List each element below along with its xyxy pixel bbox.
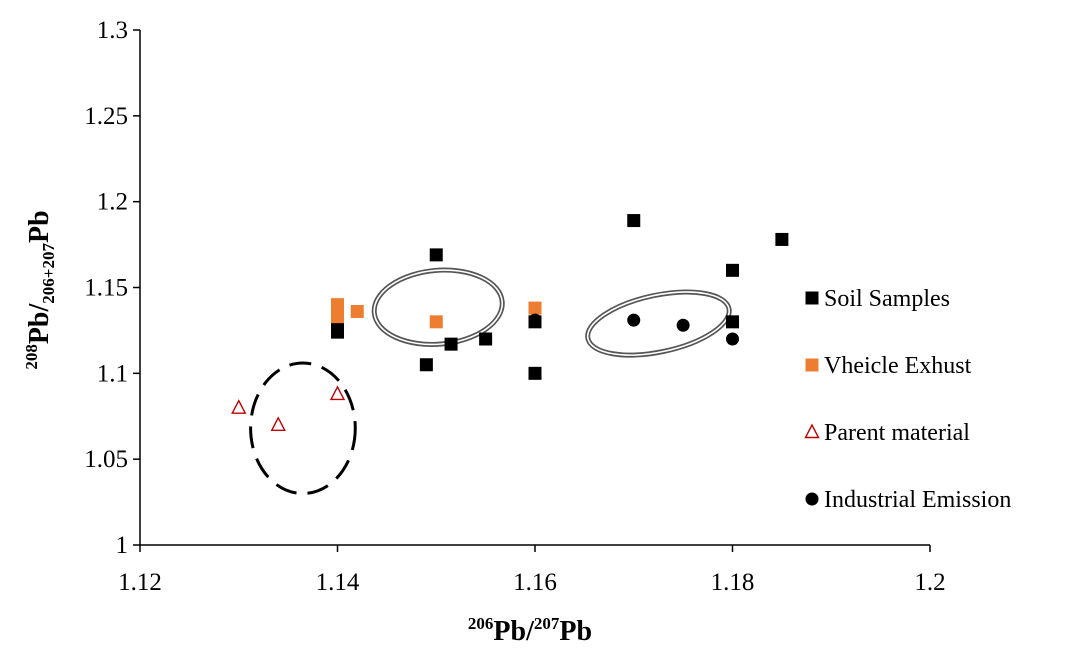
dashed-ellipse [249, 361, 357, 495]
x-tick-label: 1.16 [513, 569, 557, 596]
x-axis-title-sup1: 206 [468, 614, 494, 633]
x-axis-title-base1: Pb/ [493, 616, 535, 647]
parent-material-point [329, 385, 346, 401]
soil-samples-point [444, 337, 458, 351]
y-tick-label: 1.3 [97, 17, 128, 44]
soil-samples-point [479, 332, 493, 346]
y-tick-label: 1.1 [97, 360, 128, 387]
y-axis-title-base1: Pb/ [24, 302, 55, 344]
x-tick-labels: 1.12 1.14 1.16 1.18 1.2 [118, 545, 946, 596]
y-tick-label: 1.2 [97, 189, 128, 216]
industrial-emission-point [676, 318, 690, 332]
annotation-ellipses [249, 267, 732, 495]
double-ellipse-inner [586, 291, 730, 356]
y-axis-title-sup1: 208 [22, 344, 41, 370]
y-tick-label: 1.25 [84, 103, 128, 130]
legend-marker-parent-material [804, 423, 820, 439]
soil-samples-point [429, 248, 443, 262]
x-axis-title: 206Pb/207Pb [468, 614, 592, 647]
soil-samples-point [528, 366, 542, 380]
soil-samples-point [419, 358, 433, 372]
x-axis-title-base2: Pb [559, 616, 592, 647]
soil-samples-point [726, 263, 739, 277]
vheicle-exhust-point [331, 298, 344, 312]
axes [139, 30, 930, 546]
x-axis-title-sup2: 207 [534, 614, 560, 633]
soil-samples-point [627, 214, 641, 228]
legend-label-vheicle-exhust: Vheicle Exhust [824, 353, 972, 379]
x-tick-label: 1.14 [316, 569, 360, 596]
y-axis-title-sub: 206+207 [39, 243, 58, 304]
legend: Soil Samples Vheicle Exhust Parent materia… [804, 286, 1011, 513]
x-tick-label: 1.18 [711, 569, 755, 596]
legend-marker-soil-samples [805, 291, 819, 305]
double-ellipse-inner [373, 269, 504, 346]
industrial-emission-point [528, 313, 542, 327]
legend-marker-industrial-emission [805, 492, 819, 506]
soil-samples-point [775, 232, 789, 246]
double-ellipse-outer [585, 289, 732, 358]
legend-label-parent-material: Parent material [824, 420, 970, 446]
y-axis-title: 208Pb/206+207Pb [22, 210, 58, 369]
y-tick-label: 1 [116, 532, 129, 559]
industrial-emission-point [726, 332, 739, 346]
y-tick-labels: 1 1.05 1.1 1.15 1.2 1.25 1.3 [84, 17, 140, 559]
soil-samples-point [726, 315, 739, 329]
vheicle-exhust-point [429, 315, 443, 329]
legend-marker-vheicle-exhust [805, 358, 819, 372]
vheicle-exhust-point [528, 301, 542, 315]
parent-material-point [270, 416, 286, 432]
industrial-emission-point [627, 313, 641, 327]
legend-label-soil-samples: Soil Samples [824, 286, 950, 312]
y-tick-label: 1.05 [84, 446, 128, 473]
y-tick-label: 1.15 [84, 275, 128, 302]
parent-material-point [231, 399, 247, 414]
y-axis-title-base2: Pb [24, 210, 55, 243]
x-tick-label: 1.12 [118, 569, 162, 596]
legend-label-industrial-emission: Industrial Emission [824, 487, 1011, 513]
x-tick-label: 1.2 [914, 569, 945, 596]
vheicle-exhust-point [331, 310, 344, 324]
data-points [231, 214, 789, 432]
vheicle-exhust-point [350, 305, 364, 319]
soil-samples-point [331, 325, 344, 339]
